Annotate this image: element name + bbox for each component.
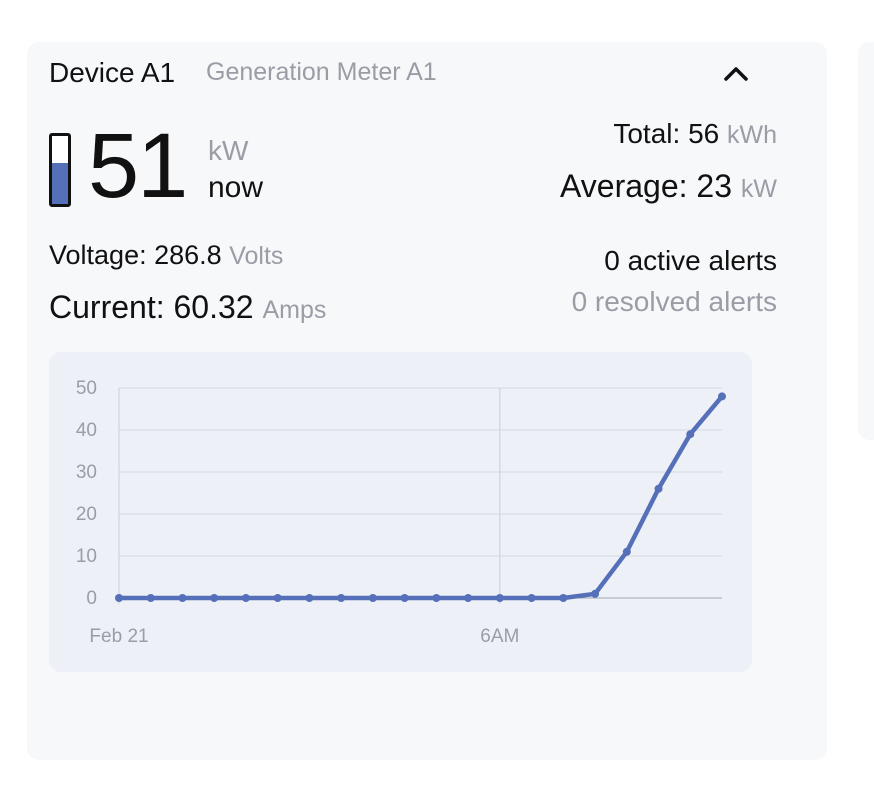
data-point — [178, 594, 187, 602]
total-energy: Total: 56 kWh — [613, 118, 777, 150]
data-point — [241, 594, 250, 602]
active-alerts-count[interactable]: 0 active alerts — [604, 245, 777, 276]
y-tick-label: 10 — [76, 546, 97, 567]
data-point — [368, 594, 377, 602]
data-point — [527, 594, 536, 602]
current-unit: Amps — [262, 296, 327, 324]
data-point — [622, 547, 631, 556]
data-point — [337, 594, 346, 602]
average-unit: kW — [740, 175, 777, 203]
power-chart: 0 10 20 30 40 50 Feb 21 6AM — [49, 352, 752, 672]
y-tick-label: 40 — [76, 420, 97, 441]
voltage-value: 286.8 — [154, 240, 222, 270]
current-reading: Current: 60.32 Amps — [49, 289, 326, 326]
data-point — [686, 430, 695, 439]
y-tick-label: 30 — [76, 462, 97, 483]
data-point — [718, 392, 726, 401]
data-point — [305, 594, 314, 602]
average-label: Average: — [560, 168, 688, 204]
data-point — [146, 594, 155, 602]
device-title: Device A1 — [49, 57, 176, 88]
voltage-reading: Voltage: 286.8 Volts — [49, 240, 283, 271]
chevron-up-icon[interactable] — [718, 56, 754, 92]
x-tick-label: 6AM — [480, 626, 519, 647]
data-point — [432, 594, 441, 602]
current-label: Current: — [49, 289, 165, 325]
average-power: Average: 23 kW — [560, 168, 777, 205]
voltage-unit: Volts — [229, 242, 284, 270]
voltage-label: Voltage: — [49, 240, 147, 270]
power-level-meter — [49, 133, 71, 207]
current-power-value: 51 — [88, 115, 188, 217]
data-point — [115, 594, 123, 602]
data-point — [654, 484, 663, 493]
y-tick-label: 0 — [86, 588, 97, 609]
data-point — [559, 594, 568, 602]
data-point — [273, 594, 282, 602]
total-value: 56 — [688, 118, 720, 149]
current-power-unit: kW — [208, 135, 249, 166]
total-label: Total: — [613, 118, 681, 149]
data-point — [591, 589, 600, 598]
device-subtitle: Generation Meter A1 — [206, 58, 437, 86]
data-point — [400, 594, 409, 602]
y-tick-label: 50 — [76, 378, 97, 399]
power-line-chart: 0 10 20 30 40 50 Feb 21 6AM — [76, 378, 726, 647]
next-device-card[interactable] — [858, 42, 874, 440]
total-unit: kWh — [727, 121, 777, 149]
current-value: 60.32 — [173, 289, 254, 325]
power-level-fill — [52, 163, 68, 204]
current-power-label: now — [208, 171, 264, 204]
average-value: 23 — [696, 168, 732, 204]
data-point — [210, 594, 219, 602]
data-point — [495, 594, 504, 602]
y-tick-label: 20 — [76, 504, 97, 525]
data-point — [464, 594, 473, 602]
x-tick-label: Feb 21 — [89, 626, 148, 647]
resolved-alerts-count[interactable]: 0 resolved alerts — [571, 286, 777, 317]
series-line — [116, 394, 725, 601]
